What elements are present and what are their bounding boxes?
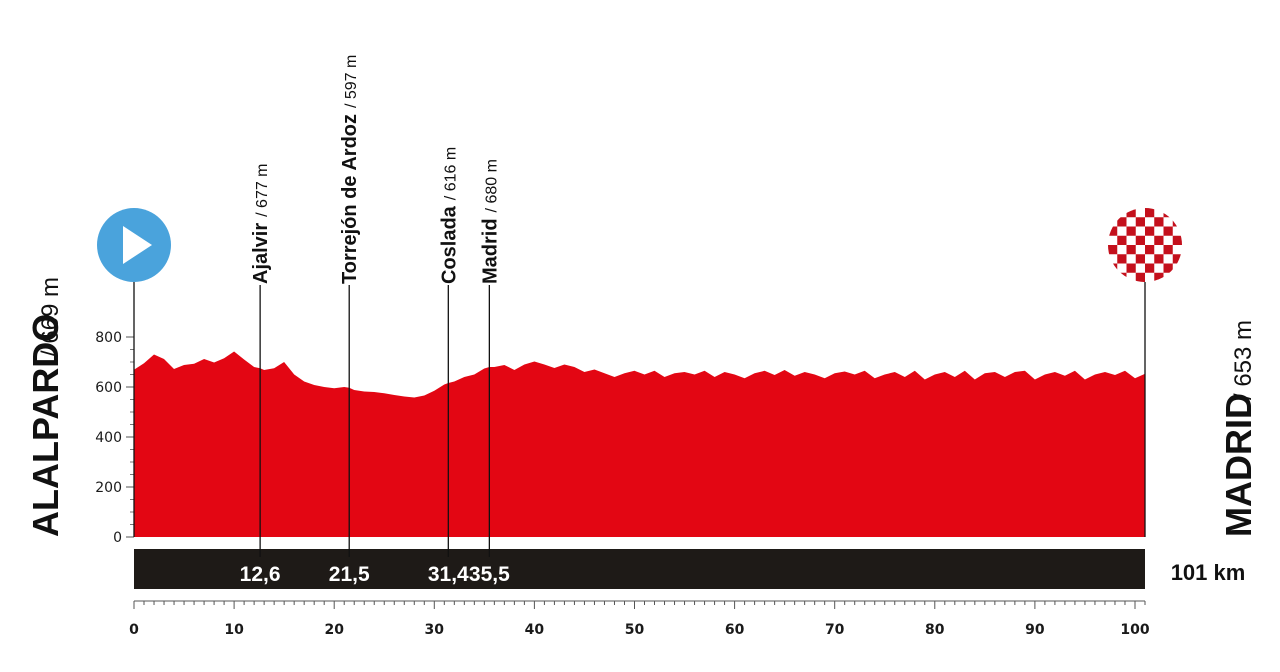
finish-check-cell (1126, 226, 1136, 236)
start-play-icon (97, 208, 171, 282)
waypoint-label-0: Ajalvir / 677 m (250, 163, 272, 284)
finish-elevation-label: / 653 m (1230, 320, 1257, 400)
finish-check-cell (1145, 263, 1155, 273)
finish-check-cell (1145, 245, 1155, 255)
x-tick-label-30: 30 (425, 622, 445, 638)
finish-check-cell (1154, 254, 1164, 264)
finish-check-cell (1135, 235, 1145, 245)
x-tick-label-60: 60 (725, 622, 745, 638)
y-tick-label-800: 800 (95, 330, 122, 346)
y-tick-label-0: 0 (113, 530, 122, 546)
waypoint-label-1: Torrejón de Ardoz / 597 m (339, 55, 361, 284)
waypoint-name-1: Torrejón de Ardoz (339, 114, 361, 284)
waypoint-name-3: Madrid (479, 218, 501, 284)
finish-check-cell (1145, 226, 1155, 236)
x-tick-label-0: 0 (129, 622, 139, 638)
finish-check-cell (1135, 254, 1145, 264)
finish-check-cell (1172, 254, 1182, 264)
waypoint-km-label-2: 31,4 (428, 563, 469, 586)
waypoint-km-label-3: 35,5 (469, 563, 510, 586)
finish-check-cell (1126, 245, 1136, 255)
finish-checkered-flag-icon (1108, 208, 1182, 282)
finish-check-cell (1163, 208, 1173, 218)
finish-check-cell (1117, 272, 1127, 282)
finish-check-cell (1135, 217, 1145, 227)
x-tick-label-70: 70 (825, 622, 845, 638)
finish-check-cell (1135, 272, 1145, 282)
y-tick-label-200: 200 (95, 480, 122, 496)
distance-bar (134, 549, 1145, 589)
waypoint-label-2: Coslada / 616 m (438, 147, 460, 284)
waypoint-elevation-0: / 677 m (254, 163, 271, 216)
waypoints: 12,6 Ajalvir / 677 m 21,5 Torrejón de Ardoz /… (240, 55, 510, 586)
total-distance-label: 101 km (1171, 560, 1246, 585)
finish-check-cell (1117, 235, 1127, 245)
finish-check-cell (1172, 217, 1182, 227)
finish-check-cell (1145, 208, 1155, 218)
finish-check-cell (1163, 226, 1173, 236)
finish-check-cell (1154, 272, 1164, 282)
finish-check-cell (1154, 235, 1164, 245)
waypoint-km-label-1: 21,5 (329, 563, 370, 586)
finish-check-cell (1172, 272, 1182, 282)
waypoint-elevation-2: / 616 m (442, 147, 459, 200)
finish-check-cell (1108, 208, 1118, 218)
waypoint-elevation-1: / 597 m (343, 55, 360, 108)
x-tick-label-40: 40 (525, 622, 545, 638)
x-tick-label-90: 90 (1025, 622, 1045, 638)
start-elevation-label: / 669 m (37, 277, 64, 357)
finish-check-cell (1108, 226, 1118, 236)
elevation-profile-area (134, 351, 1145, 537)
finish-check-cell (1172, 235, 1182, 245)
x-tick-label-80: 80 (925, 622, 945, 638)
finish-checker-cells (1108, 208, 1182, 282)
y-axis: 0 200 400 600 800 (95, 327, 135, 546)
waypoint-label-3: Madrid / 680 m (479, 159, 501, 284)
x-tick-label-50: 50 (625, 622, 645, 638)
waypoint-elevation-3: / 680 m (483, 159, 500, 212)
finish-town-name: MADRID (1218, 393, 1259, 537)
finish-check-cell (1163, 263, 1173, 273)
finish-check-cell (1108, 245, 1118, 255)
finish-check-cell (1117, 254, 1127, 264)
finish-check-cell (1154, 217, 1164, 227)
x-axis: 0 10 20 30 40 50 60 70 80 90 100 (129, 600, 1150, 638)
finish-check-cell (1163, 245, 1173, 255)
x-tick-label-20: 20 (324, 622, 344, 638)
x-tick-label-100: 100 (1120, 622, 1149, 638)
waypoint-name-2: Coslada (438, 205, 460, 284)
waypoint-name-0: Ajalvir (250, 223, 272, 284)
finish-check-cell (1108, 263, 1118, 273)
start-town-name: ALALPARDO (25, 314, 66, 537)
x-tick-label-10: 10 (224, 622, 244, 638)
y-tick-label-600: 600 (95, 380, 122, 396)
finish-check-cell (1117, 217, 1127, 227)
finish-check-cell (1126, 208, 1136, 218)
finish-check-cell (1126, 263, 1136, 273)
y-tick-label-400: 400 (95, 430, 122, 446)
waypoint-km-label-0: 12,6 (240, 563, 281, 586)
